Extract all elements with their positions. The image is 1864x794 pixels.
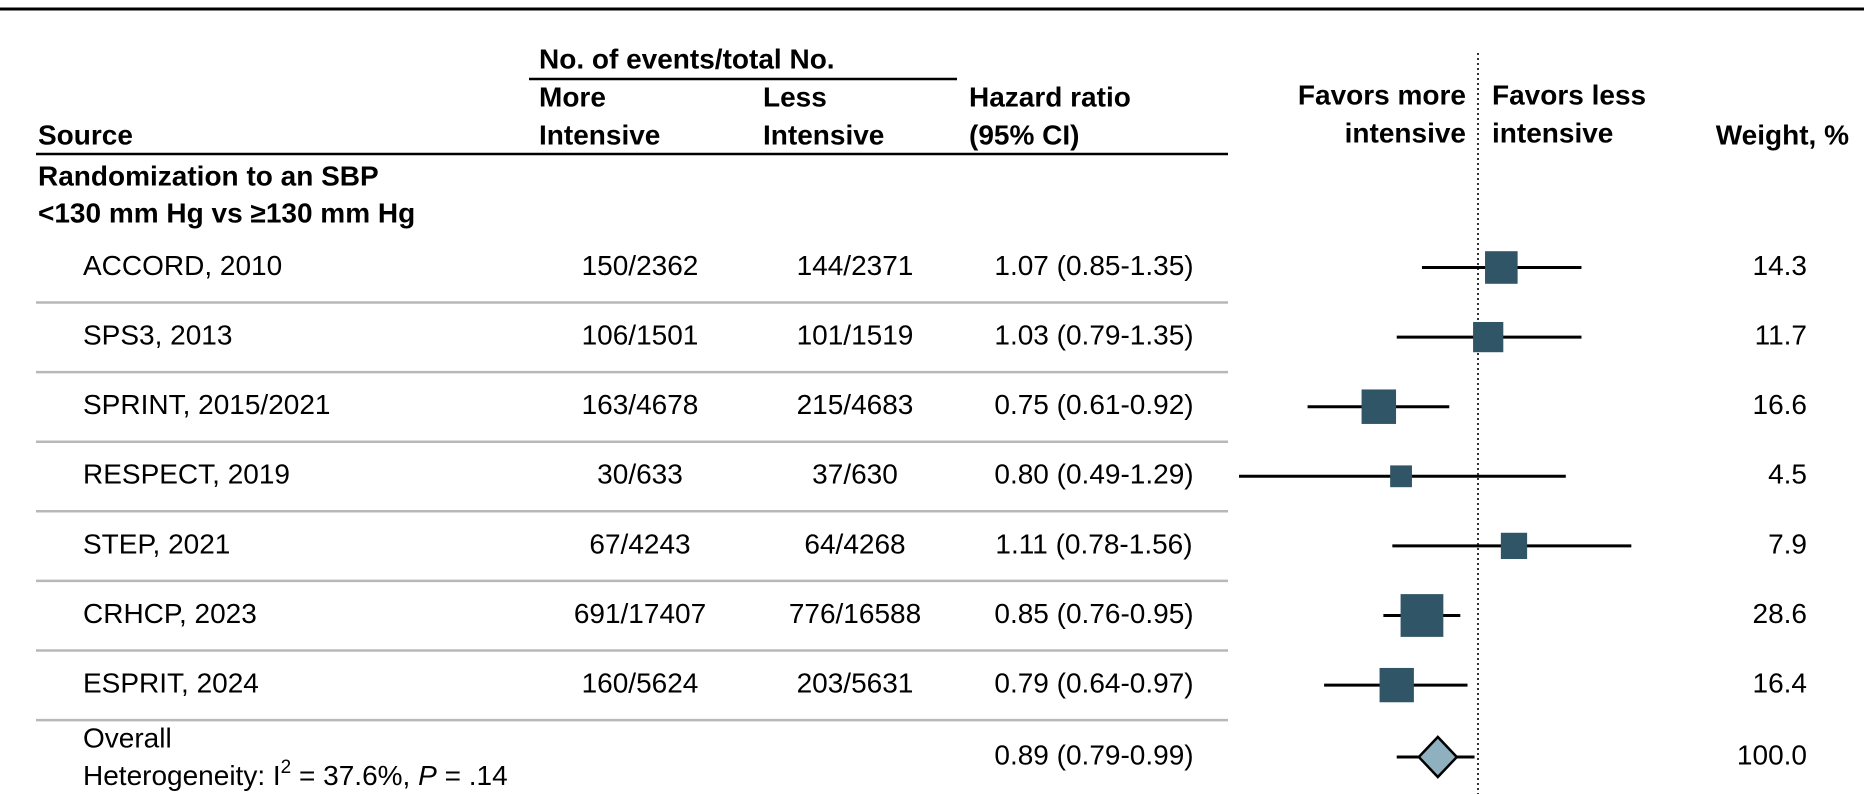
study-name: ESPRIT, 2024 — [83, 667, 259, 698]
weight: 4.5 — [1768, 459, 1807, 490]
hazard-ratio: 0.79 (0.64-0.97) — [994, 667, 1193, 698]
events-less: 37/630 — [812, 459, 898, 490]
header: No. of events/total No. — [539, 43, 835, 74]
text: Heterogeneity: I — [83, 760, 281, 791]
hazard-ratio: 1.07 (0.85-1.35) — [994, 250, 1193, 281]
events-less: 203/5631 — [797, 667, 914, 698]
header: Favors less — [1492, 79, 1646, 110]
header: More — [539, 81, 606, 112]
weight: 11.7 — [1755, 319, 1807, 350]
events-more: 160/5624 — [582, 667, 699, 698]
hazard-ratio: 0.89 (0.79-0.99) — [994, 739, 1193, 770]
header: Favors more — [1298, 79, 1466, 110]
section-label: Randomization to an SBP — [38, 160, 379, 191]
estimate-square — [1379, 667, 1414, 703]
events-less: 144/2371 — [797, 250, 914, 281]
hazard-ratio: 0.85 (0.76-0.95) — [994, 598, 1193, 629]
text: P — [418, 760, 437, 791]
hazard-ratio: 0.80 (0.49-1.29) — [994, 459, 1193, 490]
header: Intensive — [539, 119, 660, 150]
events-less: 101/1519 — [797, 319, 914, 350]
hazard-ratio: 0.75 (0.61-0.92) — [994, 389, 1193, 420]
header: Weight, % — [1716, 119, 1849, 150]
weight: 100.0 — [1737, 739, 1807, 770]
overall-name: Overall — [83, 722, 172, 753]
study-name: STEP, 2021 — [83, 528, 230, 559]
text: = .14 — [437, 760, 508, 791]
study-name: ACCORD, 2010 — [83, 250, 282, 281]
weight: 16.4 — [1753, 667, 1808, 698]
plot-area — [1239, 53, 1632, 794]
events-less: 776/16588 — [789, 598, 921, 629]
events-more: 691/17407 — [574, 598, 706, 629]
hazard-ratio: 1.03 (0.79-1.35) — [994, 319, 1193, 350]
events-more: 106/1501 — [582, 319, 699, 350]
study-name: RESPECT, 2019 — [83, 459, 290, 490]
study-name: CRHCP, 2023 — [83, 598, 257, 629]
estimate-square — [1473, 321, 1504, 353]
header: intensive — [1345, 117, 1466, 148]
events-less: 64/4268 — [804, 528, 905, 559]
header: Intensive — [763, 119, 884, 150]
hazard-ratio: 1.11 (0.78-1.56) — [995, 528, 1192, 559]
estimate-square — [1361, 389, 1397, 424]
weight: 7.9 — [1768, 528, 1807, 559]
header: Hazard ratio — [969, 81, 1131, 112]
text: = 37.6%, — [291, 760, 418, 791]
weight: 28.6 — [1753, 598, 1808, 629]
estimate-square — [1485, 251, 1518, 284]
events-less: 215/4683 — [797, 389, 914, 420]
estimate-square — [1500, 532, 1528, 560]
weight: 14.3 — [1753, 250, 1808, 281]
events-more: 150/2362 — [582, 250, 699, 281]
study-name: SPRINT, 2015/2021 — [83, 389, 331, 420]
overall-diamond — [1417, 735, 1459, 779]
weight: 16.6 — [1753, 389, 1808, 420]
section-label: <130 mm Hg vs ≥130 mm Hg — [38, 197, 415, 228]
heterogeneity: Heterogeneity: I2 = 37.6%, P = .14 — [83, 757, 508, 791]
header: intensive — [1492, 117, 1613, 148]
header: (95% CI) — [969, 119, 1079, 150]
events-more: 30/633 — [597, 459, 683, 490]
events-more: 163/4678 — [582, 389, 699, 420]
estimate-square — [1390, 465, 1412, 488]
study-name: SPS3, 2013 — [83, 319, 232, 350]
estimate-square — [1400, 594, 1444, 637]
events-more: 67/4243 — [589, 528, 690, 559]
header: Less — [763, 81, 827, 112]
superscript: 2 — [281, 757, 292, 778]
header: Source — [38, 119, 133, 150]
